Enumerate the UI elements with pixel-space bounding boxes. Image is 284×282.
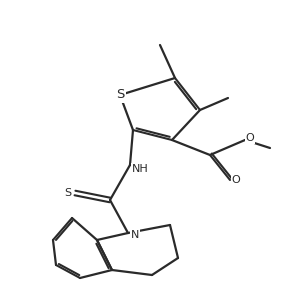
Text: S: S	[116, 89, 124, 102]
Text: NH: NH	[131, 164, 148, 174]
Text: O: O	[246, 133, 254, 143]
Text: S: S	[64, 188, 72, 198]
Text: N: N	[131, 230, 139, 240]
Text: O: O	[232, 175, 240, 185]
